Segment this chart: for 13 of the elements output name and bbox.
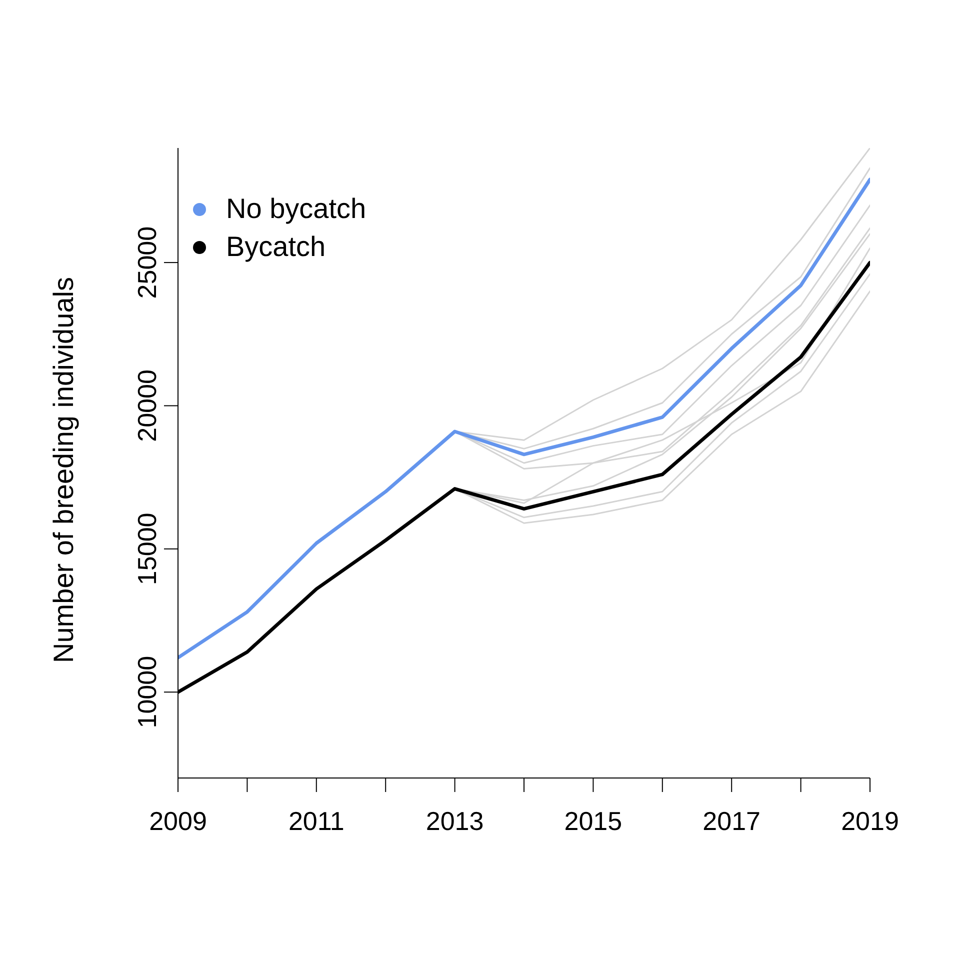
y-tick-label: 15000 xyxy=(132,512,162,586)
y-axis-title: Number of breeding individuals xyxy=(48,277,79,663)
y-tick-label: 25000 xyxy=(132,226,162,299)
x-tick-label: 2019 xyxy=(841,806,899,836)
x-tick-label: 2013 xyxy=(426,806,484,836)
x-tick-label: 2017 xyxy=(702,806,761,836)
legend-label: No bycatch xyxy=(226,192,366,226)
x-tick-label: 2009 xyxy=(149,806,207,836)
legend-label: Bycatch xyxy=(226,230,326,264)
x-tick-label: 2011 xyxy=(288,806,344,836)
y-tick-label: 20000 xyxy=(132,370,162,442)
x-tick-label: 2015 xyxy=(564,806,622,836)
y-tick-label: 10000 xyxy=(132,656,162,728)
